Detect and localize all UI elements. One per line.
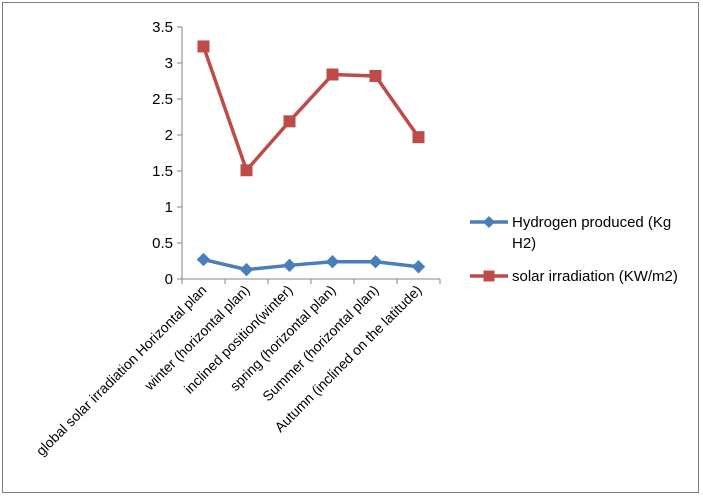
- legend-label-line: solar irradiation (KW/m2): [512, 268, 678, 285]
- legend-label: Hydrogen produced (Kg H2): [512, 214, 671, 252]
- legend-entry-1: Hydrogen produced (Kg H2): [470, 214, 671, 252]
- legend-entry-2: solar irradiation (KW/m2): [470, 268, 678, 285]
- data-point-diamond: [411, 260, 426, 274]
- y-tick-label: 1: [165, 199, 173, 216]
- series-line: [203, 257, 419, 272]
- series-1: [196, 252, 426, 277]
- data-point-diamond: [368, 255, 383, 269]
- data-point-diamond: [196, 252, 211, 267]
- legend-label-line: H2): [512, 235, 536, 252]
- y-tick-label: 0: [165, 271, 173, 288]
- data-point-square: [412, 131, 425, 144]
- data-point-diamond: [239, 262, 254, 277]
- data-point-square: [283, 115, 296, 128]
- legend-marker-diamond: [483, 216, 495, 228]
- data-point-square: [240, 164, 253, 177]
- series-2: [197, 40, 425, 177]
- x-category-label: global solar irradiation Horizontal plan: [33, 282, 210, 459]
- legend-marker-square: [483, 270, 495, 282]
- axes: 0 0.5 1 1.5 2 2.5 3 3.5 global solar irradiation…: [33, 19, 441, 459]
- series-line: [201, 45, 420, 173]
- chart-border: [2, 2, 699, 493]
- data-point-square: [369, 69, 382, 82]
- y-tick-label: 2.5: [152, 91, 173, 108]
- legend-label: solar irradiation (KW/m2): [512, 268, 678, 285]
- y-tick-label: 2: [165, 127, 173, 144]
- data-point-square: [326, 68, 339, 81]
- legend: Hydrogen produced (Kg H2) solar irradiatio…: [470, 214, 678, 285]
- data-point-diamond: [325, 255, 340, 269]
- data-point-diamond: [282, 258, 297, 273]
- series-layer: [196, 40, 426, 277]
- y-tick-label: 3.5: [152, 19, 173, 36]
- y-tick-label: 1.5: [152, 163, 173, 180]
- legend-label-line: Hydrogen produced (Kg: [512, 214, 671, 231]
- data-point-square: [197, 40, 210, 53]
- y-tick-label: 0.5: [152, 235, 173, 252]
- y-tick-label: 3: [165, 55, 173, 72]
